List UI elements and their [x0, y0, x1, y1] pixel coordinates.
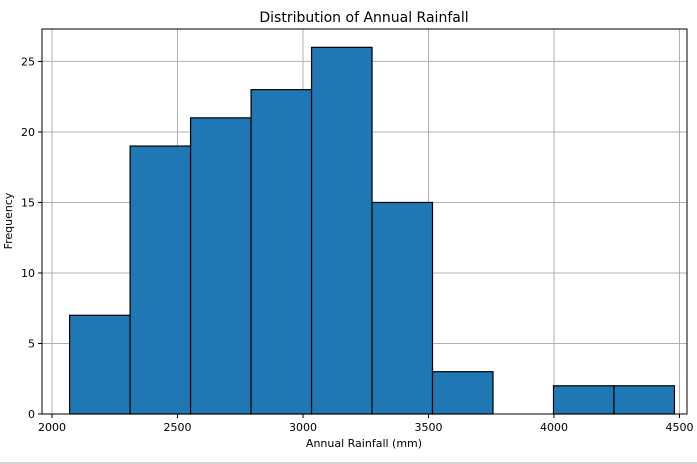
histogram-bars: [69, 46, 676, 415]
y-tick-label-4: 20: [21, 126, 35, 139]
chart-title: Distribution of Annual Rainfall: [259, 10, 468, 26]
x-tick-label-2: 3000: [289, 421, 317, 434]
histogram-bar-1: [129, 145, 192, 415]
x-tick-label-0: 2000: [38, 421, 66, 434]
y-tick-label-0: 0: [28, 408, 35, 421]
histogram-bar-8: [552, 385, 615, 415]
x-axis-label: Annual Rainfall (mm): [306, 437, 422, 450]
histogram-bar-6: [431, 371, 494, 415]
histogram-bar-0: [69, 314, 131, 415]
x-tick-label-3: 3500: [414, 421, 442, 434]
x-tick-label-5: 4500: [665, 421, 693, 434]
window-bottom-border: [0, 462, 697, 464]
histogram-bar-4: [310, 46, 373, 415]
y-axis-ticks: 0 5 10 15 20 25: [21, 55, 42, 421]
histogram-bar-9: [613, 385, 676, 415]
y-tick-label-1: 5: [28, 337, 35, 350]
y-tick-label-2: 10: [21, 267, 35, 280]
y-tick-label-5: 25: [21, 55, 35, 68]
y-axis-label: Frequency: [2, 192, 15, 249]
y-tick-label-3: 15: [21, 196, 35, 209]
histogram-bar-5: [371, 201, 434, 415]
x-tick-label-1: 2500: [164, 421, 192, 434]
histogram-bar-2: [189, 117, 252, 415]
x-axis-ticks: 2000 2500 3000 3500 4000 4500: [38, 414, 693, 434]
plot-area-frame: [41, 28, 688, 415]
histogram-bar-3: [250, 89, 313, 415]
x-tick-label-4: 4000: [540, 421, 568, 434]
